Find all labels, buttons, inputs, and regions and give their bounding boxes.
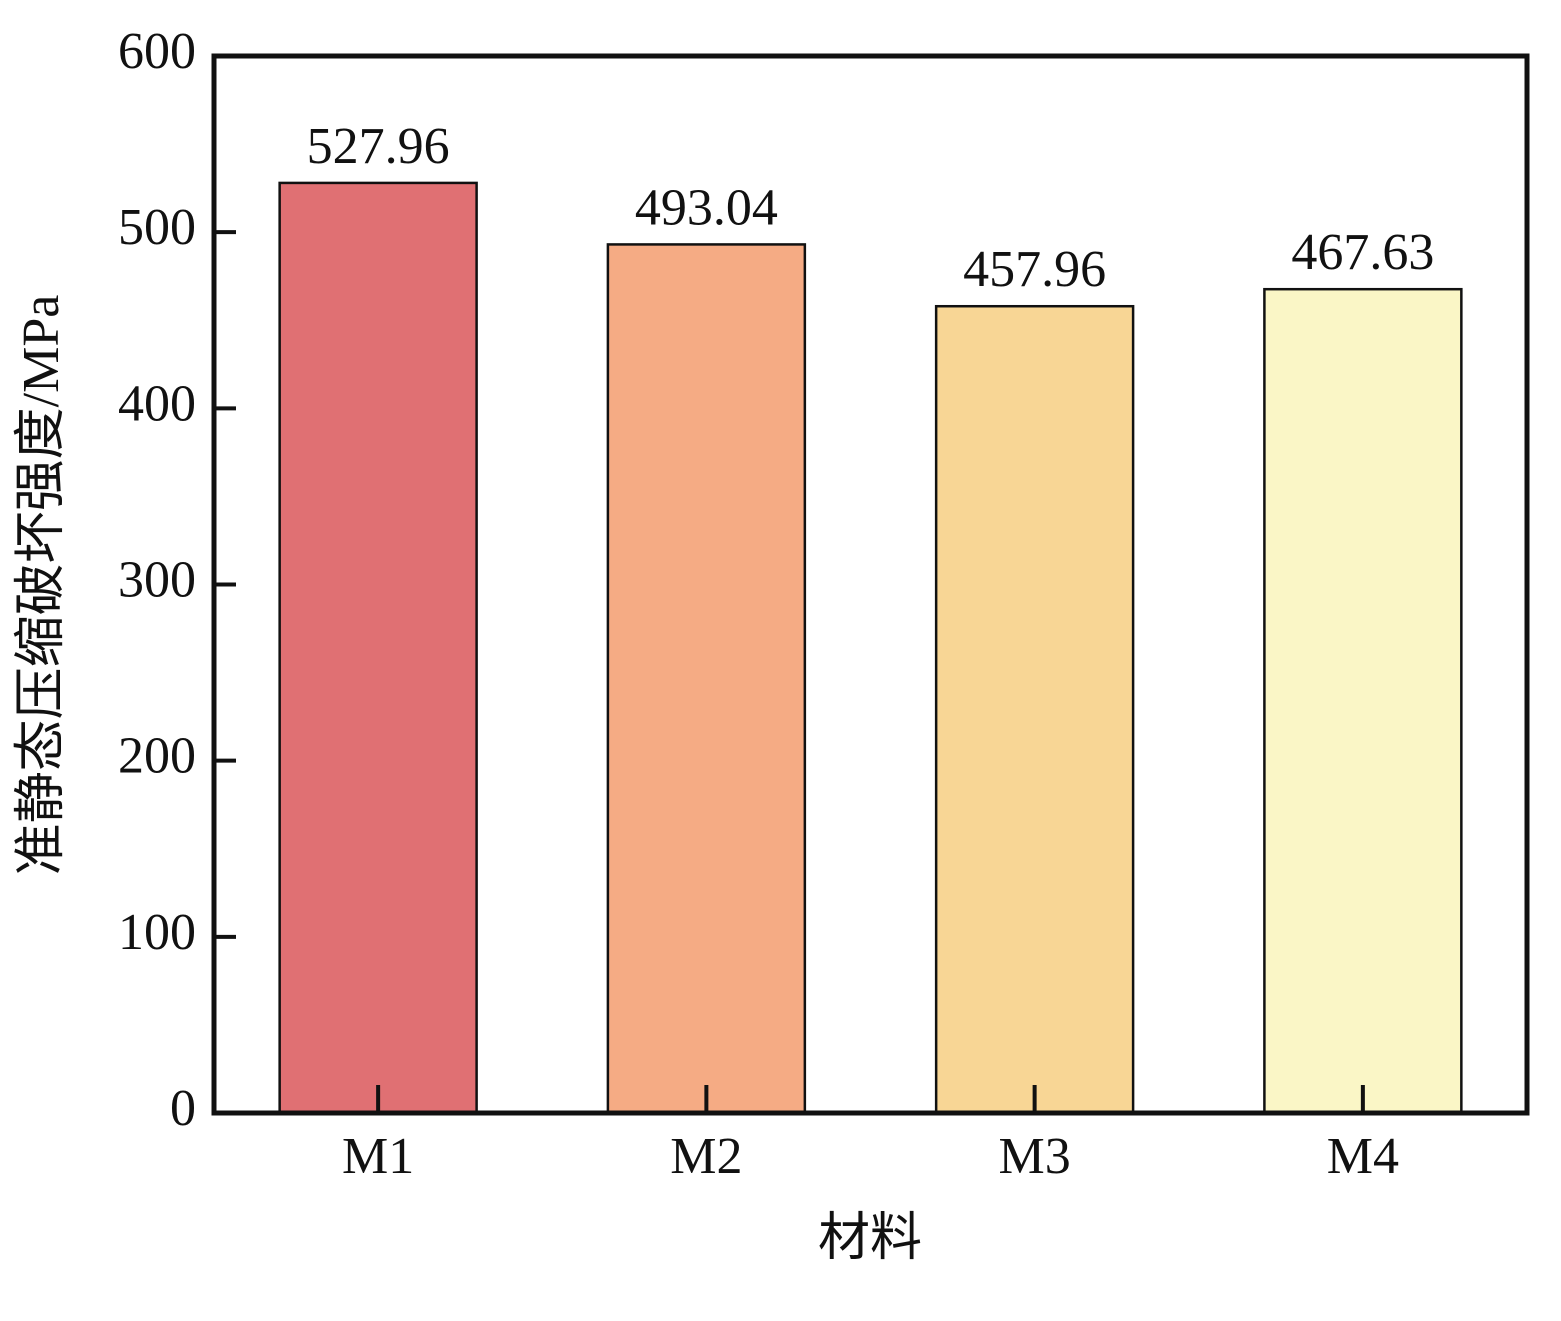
- x-tick-label: M3: [999, 1128, 1071, 1185]
- y-tick-label: 200: [118, 728, 196, 785]
- x-tick-label: M2: [670, 1128, 742, 1185]
- x-axis-label: 材料: [818, 1210, 922, 1267]
- y-tick-label: 500: [118, 199, 196, 256]
- plot-frame: [211, 53, 1530, 1116]
- data-label: 493.04: [635, 179, 778, 236]
- data-label: 457.96: [963, 241, 1106, 298]
- bar: [278, 181, 478, 1115]
- bar: [1263, 287, 1463, 1115]
- y-tick-label: 100: [118, 904, 196, 961]
- data-label: 527.96: [307, 118, 450, 175]
- data-label: 467.63: [1291, 224, 1434, 281]
- y-axis-label: 准静态压缩破坏强度/MPa: [13, 295, 70, 876]
- bar: [606, 243, 807, 1115]
- x-tick-label: M4: [1327, 1128, 1399, 1185]
- y-tick-label: 400: [118, 375, 196, 432]
- y-tick-label: 0: [170, 1080, 196, 1137]
- bar: [934, 304, 1135, 1115]
- y-tick-label: 600: [118, 23, 196, 80]
- y-tick-label: 300: [118, 551, 196, 608]
- x-tick-label: M1: [342, 1128, 414, 1185]
